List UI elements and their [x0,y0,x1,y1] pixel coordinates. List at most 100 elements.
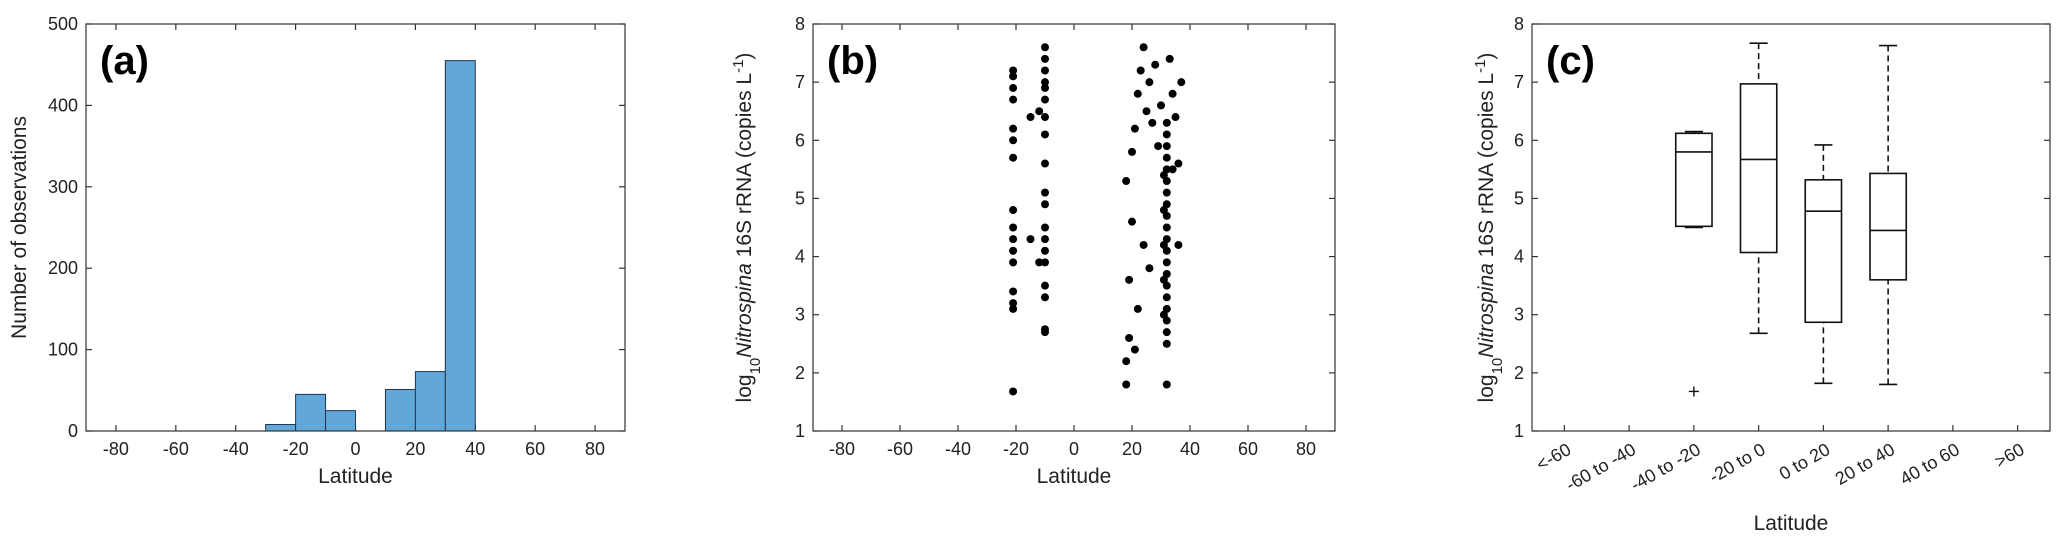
y-tick-label: 5 [1514,188,1524,208]
x-tick-label: -60 [887,439,913,459]
point [1009,83,1018,92]
point [1157,101,1165,110]
point [1136,66,1145,75]
y-tick-label: 200 [48,258,78,278]
bar [384,388,416,432]
point [1148,118,1157,127]
point [1041,293,1049,302]
x-tick-label: 80 [1296,439,1316,459]
y-tick-label: 4 [795,247,805,267]
point [1009,153,1018,162]
point [1145,264,1154,273]
point [1041,246,1049,255]
y-axis-label-part: -1 [1472,60,1489,73]
y-tick-label: 2 [795,363,805,383]
point [1041,95,1049,104]
point [1041,258,1049,267]
x-tick-label: 80 [585,439,605,459]
point [1162,293,1171,302]
x-tick-label: 60 [1238,439,1258,459]
point [1009,304,1018,313]
y-tick-label: 300 [48,177,78,197]
point [1162,339,1171,348]
panel-label: (a) [100,39,149,83]
point [1162,258,1171,267]
panel-label: (c) [1546,39,1595,83]
x-axis-label: Latitude [318,465,393,488]
x-tick-label: -80 [829,439,855,459]
box [1739,83,1778,254]
point [1041,66,1049,75]
point [1035,107,1044,116]
axes-box [85,23,626,432]
x-tick-label: -60 [163,439,189,459]
point [1009,387,1018,396]
y-tick-label: 100 [48,340,78,360]
box [1804,179,1843,324]
point [1168,89,1177,98]
x-tick-label: -60 to -40 [1562,439,1639,495]
point [1171,113,1180,122]
point [1041,281,1049,290]
point [1159,275,1168,284]
x-tick-label: 20 to 40 [1832,439,1898,489]
point [1159,206,1168,215]
point [1009,223,1018,232]
point [1009,206,1018,215]
point [1162,153,1171,162]
y-axis-label: log10Nitrospina 16S rRNA (copies L-1) [730,53,764,403]
point [1130,345,1139,354]
y-tick-label: 3 [1514,305,1524,325]
y-axis-label-part: -1 [730,60,747,73]
point [1162,142,1171,151]
point [1162,223,1171,232]
x-tick-label: -40 [945,439,971,459]
point [1026,235,1035,244]
point [1125,333,1134,342]
axes-box [1531,23,2051,432]
y-axis-label-part: log [733,374,756,402]
point [1122,357,1131,366]
y-tick-label: 7 [795,72,805,92]
point [1041,188,1049,197]
x-tick-label: 20 [1122,439,1142,459]
point [1009,136,1018,145]
point [1125,275,1134,284]
bar [295,393,327,432]
x-tick-label: -20 [283,439,309,459]
y-tick-label: 4 [1514,247,1524,267]
point [1133,304,1142,313]
point [1009,124,1018,133]
y-tick-label: 400 [48,95,78,115]
point [1174,159,1183,168]
point [1041,113,1049,122]
point [1009,258,1018,267]
point [1159,171,1168,180]
x-tick-label: <-60 [1533,439,1575,475]
point [1041,200,1049,209]
point [1128,147,1136,156]
point [1009,95,1018,104]
point [1009,235,1018,244]
y-axis-label-part: Nitrospina [1475,263,1498,358]
box [1674,132,1713,228]
point [1035,258,1044,267]
y-tick-label: 8 [795,14,805,34]
y-tick-label: 2 [1514,363,1524,383]
x-tick-label: 0 [350,439,360,459]
point [1151,60,1160,69]
point [1009,72,1018,81]
x-tick-label: -40 [223,439,249,459]
point [1026,113,1035,122]
outlier [1688,386,1699,397]
panel-label: (b) [827,39,878,83]
y-tick-label: 7 [1514,72,1524,92]
point [1009,246,1018,255]
y-tick-label: 8 [1514,14,1524,34]
point [1009,66,1018,75]
point [1159,240,1168,249]
point [1122,176,1131,185]
point [1041,83,1049,92]
x-tick-label: -40 to -20 [1627,439,1704,495]
point [1041,54,1049,63]
